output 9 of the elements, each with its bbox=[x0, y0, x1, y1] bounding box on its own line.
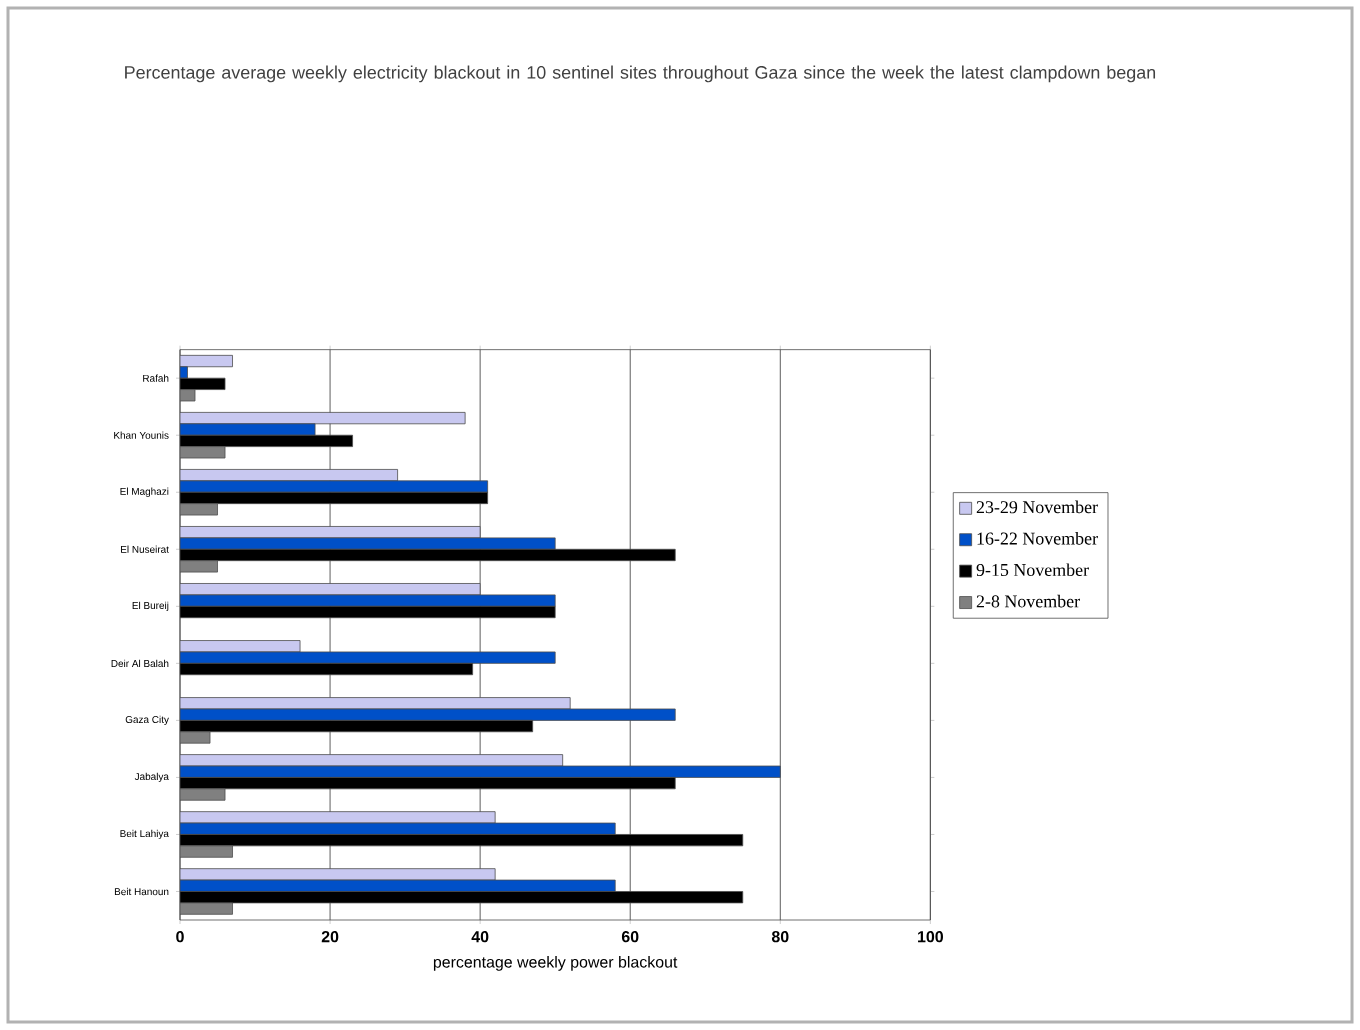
legend-label: 16-22 November bbox=[977, 532, 1098, 545]
legend-label: 2-8 November bbox=[976, 594, 1080, 608]
chart-title: Percentage average weekly electricity blackout in 10 sentinel sites throughout Gaza since the week the latest clampdown began bbox=[125, 65, 1156, 83]
legend-label: 23-29 November bbox=[976, 500, 1098, 514]
bar bbox=[180, 788, 226, 801]
bar bbox=[180, 423, 316, 436]
bar bbox=[180, 480, 489, 493]
legend-label: 9-15 November bbox=[976, 563, 1089, 577]
bar bbox=[180, 731, 211, 744]
